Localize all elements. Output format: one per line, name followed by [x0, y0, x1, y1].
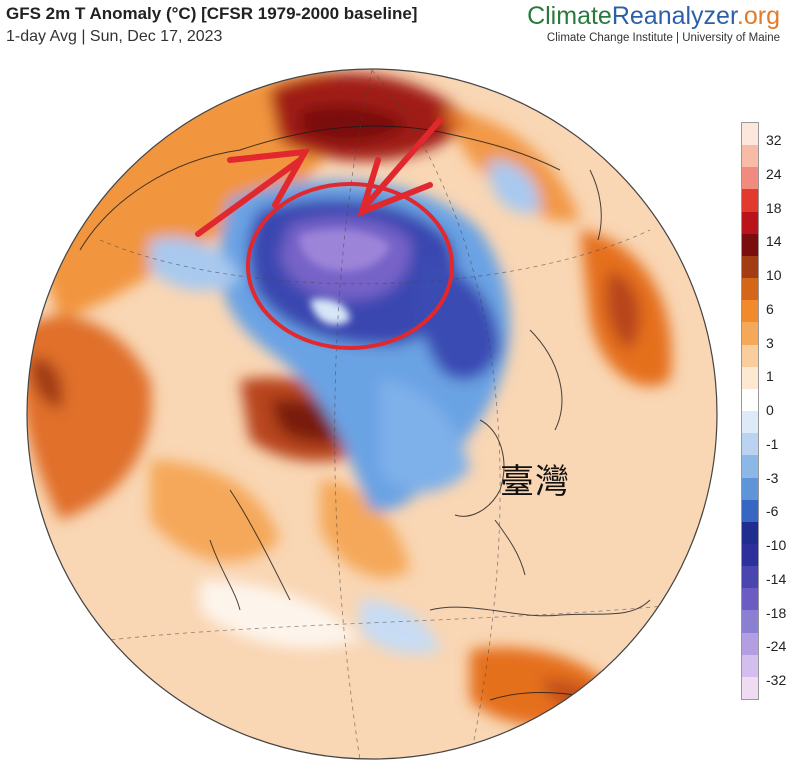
brand-name-part1: Climate — [527, 2, 612, 30]
legend-tick-label: 14 — [766, 233, 782, 250]
legend-tick-label: 32 — [766, 132, 782, 148]
map-subtitle: 1-day Avg | Sun, Dec 17, 2023 — [6, 28, 223, 45]
brand-name-part3: .org — [736, 2, 780, 30]
legend-tick-label: -32 — [766, 672, 787, 688]
legend-swatch — [742, 255, 758, 279]
brand-logo[interactable]: ClimateReanalyzer.org Climate Change Ins… — [527, 2, 780, 44]
legend-swatch — [742, 123, 758, 146]
anomaly-field — [27, 69, 717, 759]
legend-swatch — [742, 588, 758, 611]
legend-tick-label: -24 — [766, 638, 787, 655]
brand-subtitle: Climate Change Institute | University of… — [546, 32, 780, 44]
legend-tick-label: -14 — [766, 570, 787, 587]
legend-swatch — [742, 211, 758, 234]
legend-swatch — [742, 145, 758, 168]
legend-tick-label: 10 — [766, 267, 782, 283]
legend-tick-label: -1 — [766, 435, 779, 452]
legend-swatch — [742, 477, 758, 500]
legend-tick-label: 0 — [766, 402, 774, 418]
legend-tick-label: 24 — [766, 165, 782, 182]
legend-swatch — [742, 455, 758, 478]
legend-tick-label: -6 — [766, 503, 779, 520]
legend-swatch — [742, 366, 758, 389]
legend-swatch — [742, 654, 758, 677]
legend-swatch — [742, 610, 758, 633]
legend-swatch — [742, 233, 758, 256]
legend-swatch — [742, 566, 758, 589]
legend-tick-label: 3 — [766, 334, 774, 351]
legend-swatch — [742, 521, 758, 544]
legend-swatch — [742, 388, 758, 412]
legend-swatch — [742, 322, 758, 345]
legend-labels: 32 24 18 14 10 6 3 1 0 -1 -3 -6 -10 -14 -18 -24 -32 — [766, 122, 800, 698]
legend-swatch — [742, 632, 758, 655]
legend-swatch — [742, 300, 758, 323]
legend-tick-label: 18 — [766, 199, 782, 216]
legend-swatch — [742, 189, 758, 212]
legend-tick-label: 1 — [766, 368, 774, 385]
legend-swatch — [742, 433, 758, 456]
legend-colorbar — [741, 122, 759, 700]
legend-swatch — [742, 499, 758, 522]
legend-swatch — [742, 278, 758, 301]
legend-swatch — [742, 344, 758, 367]
annotation-markup — [195, 117, 454, 350]
legend-tick-label: -18 — [766, 604, 787, 621]
map-title: GFS 2m T Anomaly (°C) [CFSR 1979-2000 ba… — [6, 4, 418, 23]
legend-swatch — [742, 676, 758, 700]
legend-tick-label: -10 — [766, 537, 787, 553]
taiwan-label: 臺灣 — [500, 462, 570, 502]
legend-tick-label: 6 — [766, 300, 774, 317]
brand-name: ClimateReanalyzer.org — [527, 2, 780, 30]
brand-name-part2: Reanalyzer — [611, 2, 737, 30]
legend-tick-label: -3 — [766, 469, 779, 486]
legend-swatch — [742, 167, 758, 190]
legend-swatch — [742, 543, 758, 567]
legend-swatch — [742, 411, 758, 434]
